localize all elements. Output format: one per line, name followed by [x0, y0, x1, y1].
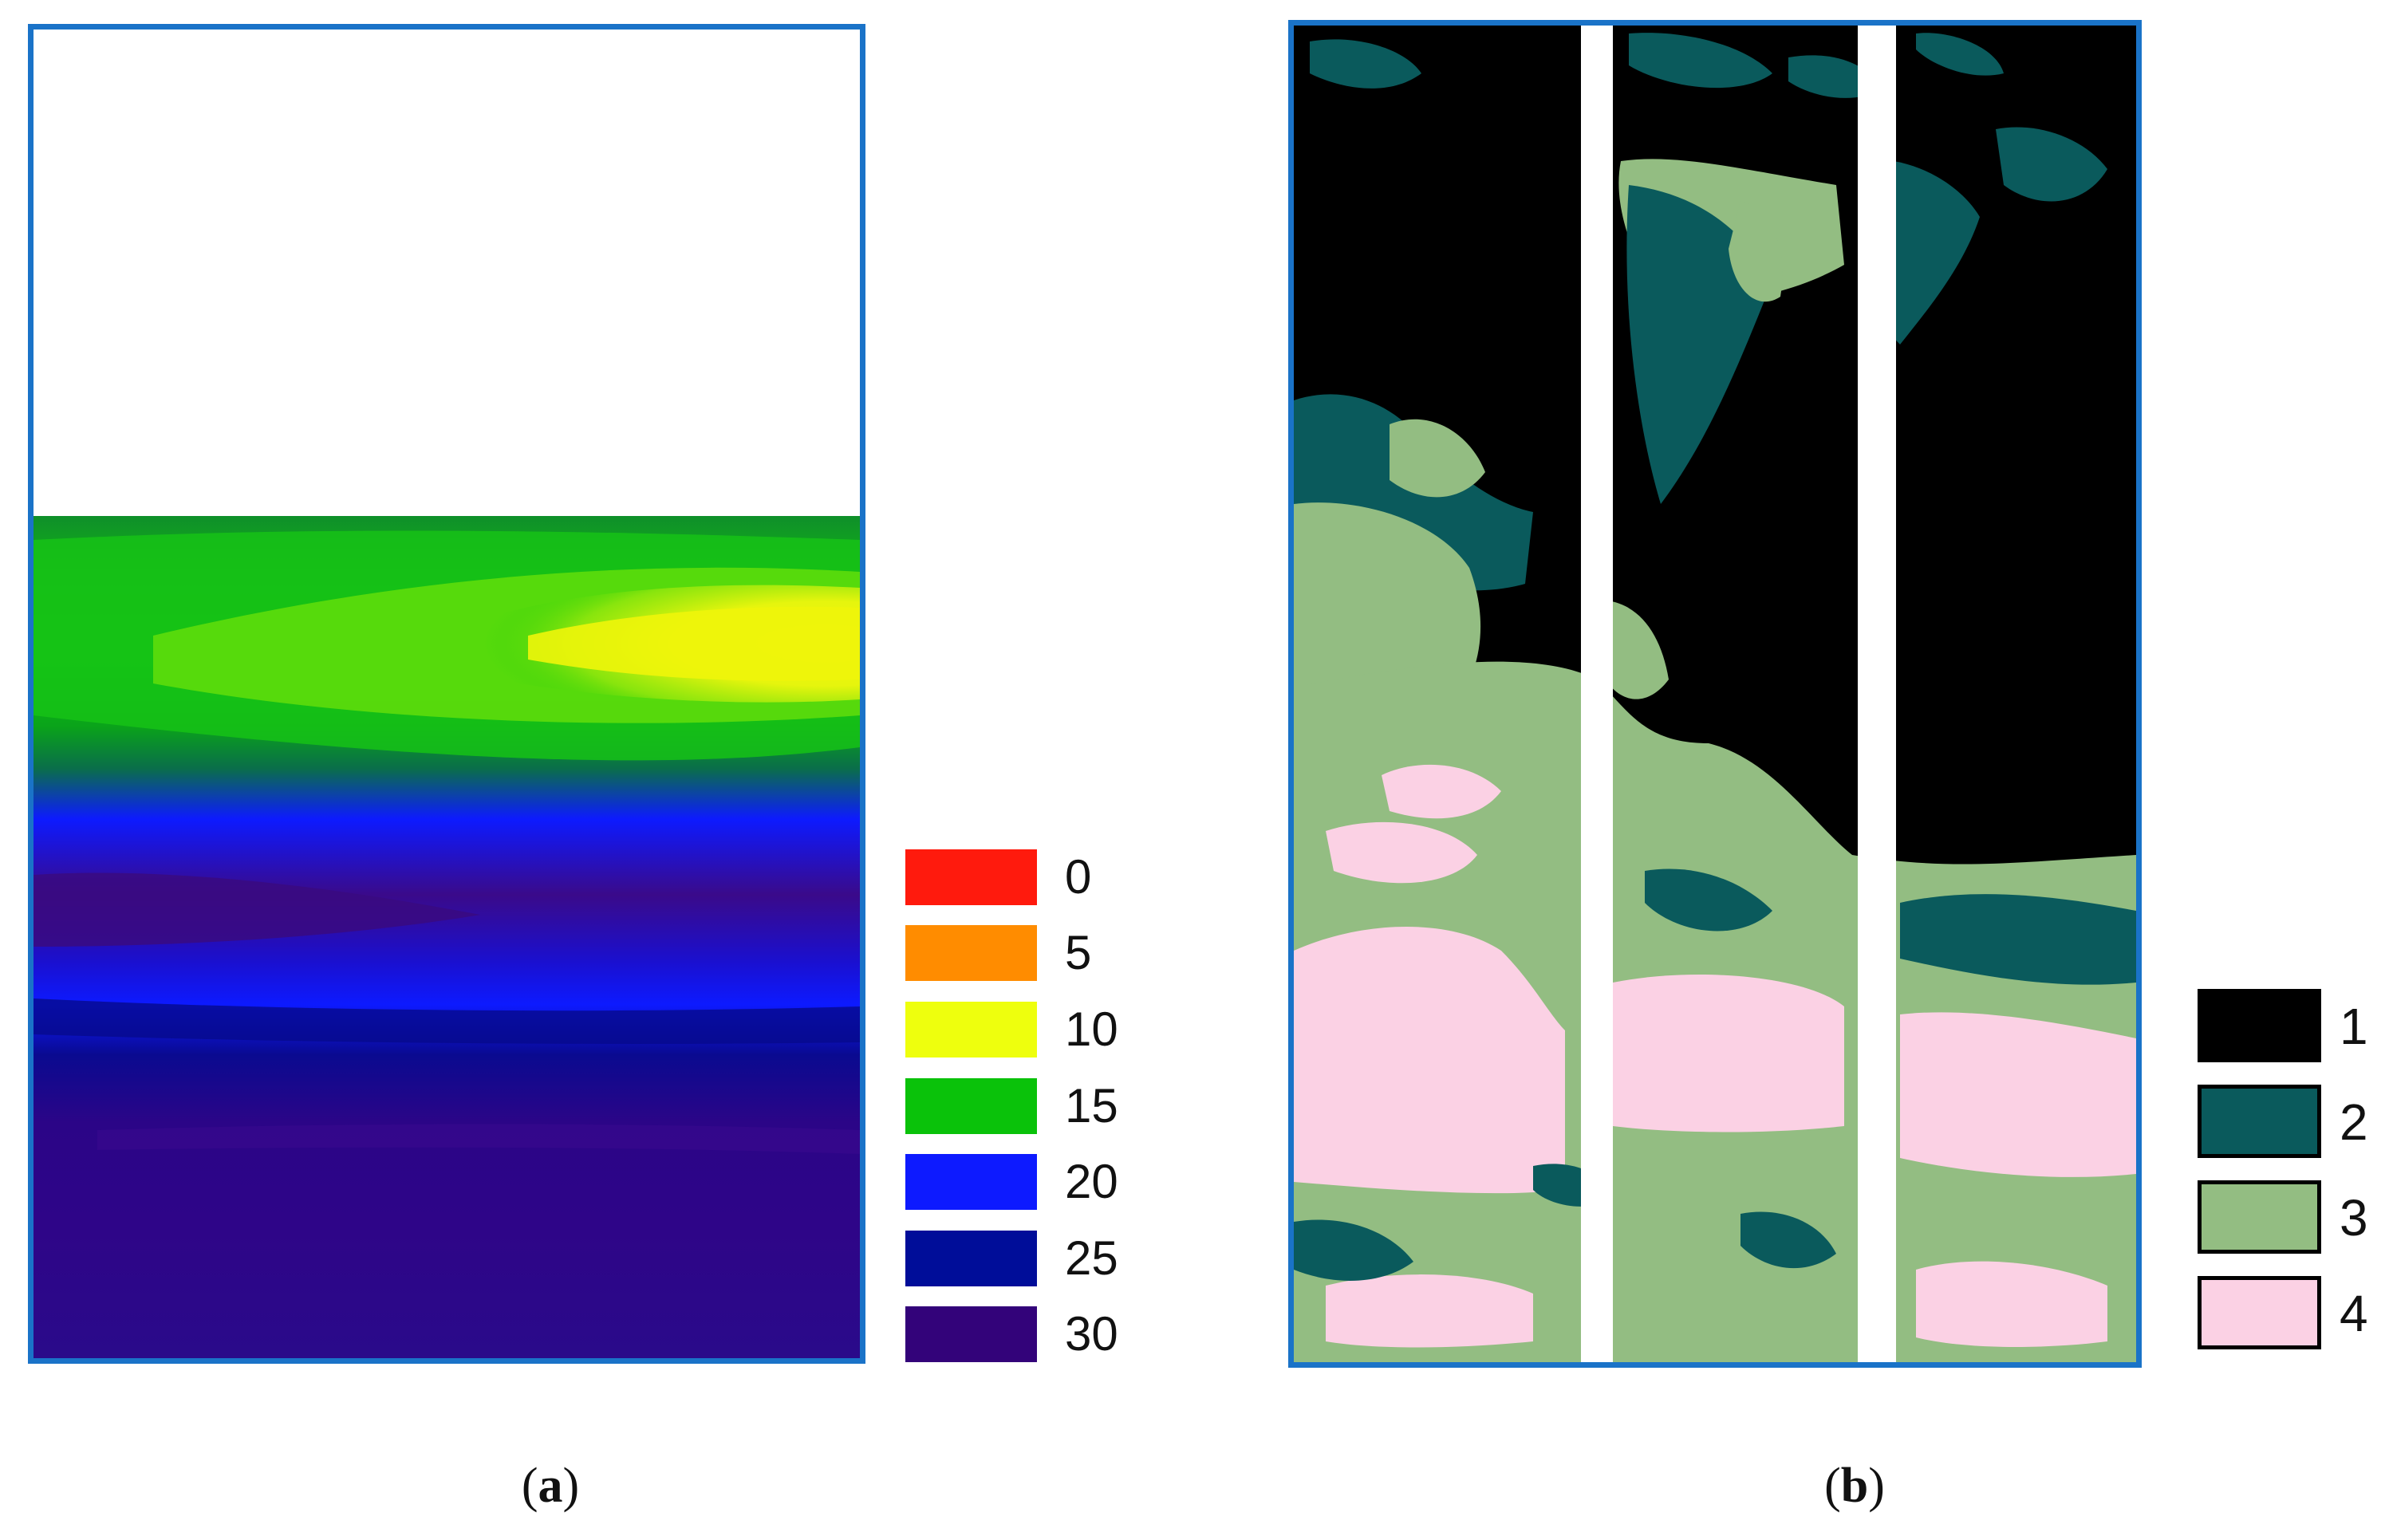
- classification-map: [1294, 26, 2136, 1362]
- legend-b-item: 3: [2198, 1180, 2385, 1260]
- legend-b-swatch: [2198, 1276, 2321, 1349]
- legend-a-item: 30: [905, 1306, 1145, 1364]
- panel-b-classified-map: [1288, 20, 2142, 1368]
- legend-b-label: 2: [2340, 1093, 2368, 1151]
- caption-b-close: ): [1868, 1459, 1885, 1513]
- legend-a-swatch: [905, 1078, 1037, 1134]
- legend-a-swatch: [905, 1231, 1037, 1286]
- caption-a: (a): [431, 1459, 670, 1512]
- legend-a-label: 25: [1065, 1231, 1118, 1285]
- legend-a-swatch: [905, 1306, 1037, 1362]
- panel-a-contour-map: [28, 24, 865, 1364]
- caption-a-open: (: [521, 1459, 538, 1513]
- legend-a-swatch: [905, 1154, 1037, 1210]
- legend-a-label: 20: [1065, 1155, 1118, 1208]
- legend-a-item: 20: [905, 1154, 1145, 1211]
- legend-a-item: 25: [905, 1231, 1145, 1288]
- legend-b-item: 2: [2198, 1085, 2385, 1164]
- caption-b: (b): [1735, 1459, 1974, 1512]
- legend-a-item: 5: [905, 925, 1145, 983]
- caption-b-open: (: [1824, 1459, 1841, 1513]
- legend-a-label: 30: [1065, 1307, 1118, 1361]
- legend-b-item: 4: [2198, 1276, 2385, 1356]
- legend-a-label: 5: [1065, 926, 1092, 979]
- legend-b-item: 1: [2198, 989, 2385, 1069]
- legend-a-label: 0: [1065, 850, 1092, 904]
- contour-plot: [34, 30, 860, 1358]
- legend-a-item: 15: [905, 1078, 1145, 1136]
- legend-b-swatch: [2198, 989, 2321, 1062]
- legend-a-label: 15: [1065, 1079, 1118, 1132]
- legend-a-swatch: [905, 1002, 1037, 1058]
- legend-a-swatch: [905, 849, 1037, 905]
- legend-b-swatch: [2198, 1180, 2321, 1254]
- legend-a-item: 10: [905, 1002, 1145, 1059]
- caption-b-letter: b: [1840, 1459, 1869, 1513]
- caption-a-letter: a: [538, 1459, 563, 1513]
- legend-b-label: 3: [2340, 1189, 2368, 1247]
- caption-a-close: ): [562, 1459, 580, 1513]
- legend-b-label: 4: [2340, 1285, 2368, 1342]
- legend-b-swatch: [2198, 1085, 2321, 1158]
- legend-a-label: 10: [1065, 1002, 1118, 1056]
- legend-a-item: 0: [905, 849, 1145, 907]
- legend-a-swatch: [905, 925, 1037, 981]
- legend-b-label: 1: [2340, 998, 2368, 1055]
